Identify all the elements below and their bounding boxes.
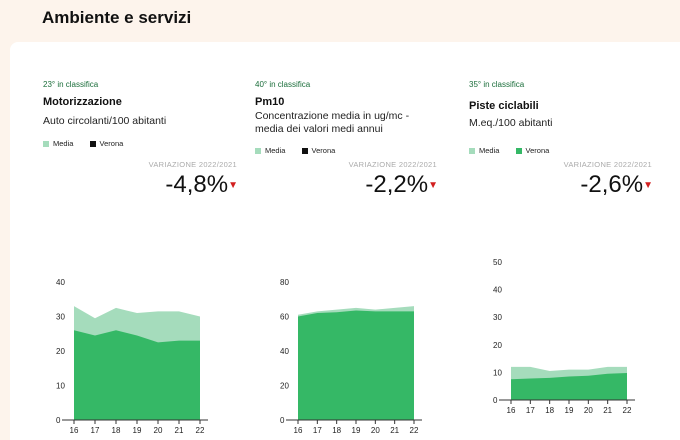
chart-motorizzazione: 0 10 20 30 40 16 17 18 19 20 21 22 bbox=[56, 278, 208, 435]
down-arrow-icon: ▼ bbox=[228, 180, 238, 192]
card-title: Pm10 bbox=[255, 96, 285, 108]
y-tick-label: 0 bbox=[493, 396, 498, 405]
chart-legend: Media Verona bbox=[255, 146, 349, 155]
series-area-city bbox=[511, 372, 627, 400]
y-tick-label: 80 bbox=[280, 278, 289, 287]
legend-swatch-media bbox=[255, 148, 261, 155]
legend-media-label: Media bbox=[53, 139, 74, 148]
card-subtitle: M.eq./100 abitanti bbox=[469, 117, 553, 129]
variation-number: -2,2% bbox=[365, 171, 429, 198]
variation-value: -2,2%▼ bbox=[320, 171, 438, 199]
variation-number: -2,6% bbox=[580, 171, 644, 198]
down-arrow-icon: ▼ bbox=[643, 180, 653, 192]
y-tick-label: 30 bbox=[56, 313, 65, 322]
legend-city-label: Verona bbox=[311, 146, 336, 155]
x-tick-label: 17 bbox=[526, 406, 535, 415]
rank-label: 40° in classifica bbox=[255, 80, 311, 89]
card-subtitle: Auto circolanti/100 abitanti bbox=[43, 115, 167, 127]
legend-media: Media bbox=[469, 146, 499, 155]
legend-city: Verona bbox=[89, 139, 124, 148]
y-tick-label: 40 bbox=[56, 278, 65, 287]
legend-city-label: Verona bbox=[525, 146, 550, 155]
x-tick-label: 19 bbox=[565, 406, 574, 415]
x-tick-label: 21 bbox=[390, 426, 399, 435]
x-tick-label: 18 bbox=[545, 406, 554, 415]
x-tick-label: 19 bbox=[133, 426, 142, 435]
variation-number: -4,8% bbox=[165, 171, 229, 198]
x-tick-label: 21 bbox=[603, 406, 612, 415]
variation-label: VARIAZIONE 2022/2021 bbox=[148, 160, 237, 169]
legend-swatch-media bbox=[469, 148, 475, 155]
x-tick-label: 18 bbox=[332, 426, 341, 435]
x-tick-label: 17 bbox=[91, 426, 100, 435]
y-tick-label: 50 bbox=[493, 258, 502, 267]
x-tick-label: 20 bbox=[371, 426, 380, 435]
x-tick-label: 20 bbox=[154, 426, 163, 435]
x-tick-label: 22 bbox=[410, 426, 419, 435]
rank-label: 23° in classifica bbox=[43, 80, 99, 89]
x-tick-label: 16 bbox=[507, 406, 516, 415]
x-tick-label: 18 bbox=[112, 426, 121, 435]
legend-city: Verona bbox=[301, 146, 336, 155]
legend-city-label: Verona bbox=[99, 139, 124, 148]
y-tick-label: 20 bbox=[56, 347, 65, 356]
y-tick-label: 60 bbox=[280, 313, 289, 322]
card-title: Motorizzazione bbox=[43, 96, 122, 108]
legend-media-label: Media bbox=[265, 146, 286, 155]
card-subtitle: Concentrazione media in ug/mc - media de… bbox=[255, 110, 410, 135]
rank-label: 35° in classifica bbox=[469, 80, 525, 89]
y-tick-label: 30 bbox=[493, 313, 502, 322]
legend-media: Media bbox=[255, 146, 285, 155]
y-tick-label: 0 bbox=[280, 416, 285, 425]
indicators-panel: 23° in classifica Motorizzazione Auto ci… bbox=[10, 42, 680, 440]
y-tick-label: 20 bbox=[280, 382, 289, 391]
variation-label: VARIAZIONE 2022/2021 bbox=[563, 160, 652, 169]
y-tick-label: 0 bbox=[56, 416, 61, 425]
legend-swatch-media bbox=[43, 141, 49, 148]
legend-swatch-city bbox=[515, 148, 522, 155]
legend-media: Media bbox=[43, 139, 73, 148]
variation-value: -2,6%▼ bbox=[535, 171, 653, 199]
legend-city: Verona bbox=[515, 146, 550, 155]
section-title: Ambiente e servizi bbox=[42, 8, 192, 27]
y-tick-label: 10 bbox=[56, 382, 65, 391]
chart-legend: Media Verona bbox=[43, 139, 137, 148]
legend-swatch-city bbox=[301, 148, 308, 155]
legend-swatch-city bbox=[89, 141, 96, 148]
x-tick-label: 22 bbox=[623, 406, 632, 415]
y-tick-label: 10 bbox=[493, 368, 502, 377]
variation-value: -4,8%▼ bbox=[120, 171, 238, 199]
legend-media-label: Media bbox=[479, 146, 500, 155]
x-tick-label: 16 bbox=[294, 426, 303, 435]
y-tick-label: 20 bbox=[493, 341, 502, 350]
chart-pm10: 0 20 40 60 80 16 17 18 19 20 21 22 bbox=[280, 278, 422, 435]
x-tick-label: 19 bbox=[352, 426, 361, 435]
down-arrow-icon: ▼ bbox=[428, 180, 438, 192]
card-title: Piste ciclabili bbox=[469, 100, 539, 112]
x-tick-label: 16 bbox=[70, 426, 79, 435]
x-tick-label: 21 bbox=[175, 426, 184, 435]
y-tick-label: 40 bbox=[493, 286, 502, 295]
chart-legend: Media Verona bbox=[469, 146, 563, 155]
series-area-city bbox=[298, 310, 414, 420]
variation-label: VARIAZIONE 2022/2021 bbox=[348, 160, 437, 169]
x-tick-label: 20 bbox=[584, 406, 593, 415]
chart-piste-ciclabili: 0 10 20 30 40 50 16 17 18 19 20 21 22 bbox=[493, 258, 635, 415]
x-tick-label: 22 bbox=[196, 426, 205, 435]
series-area-city bbox=[74, 330, 200, 420]
x-tick-label: 17 bbox=[313, 426, 322, 435]
y-tick-label: 40 bbox=[280, 347, 289, 356]
